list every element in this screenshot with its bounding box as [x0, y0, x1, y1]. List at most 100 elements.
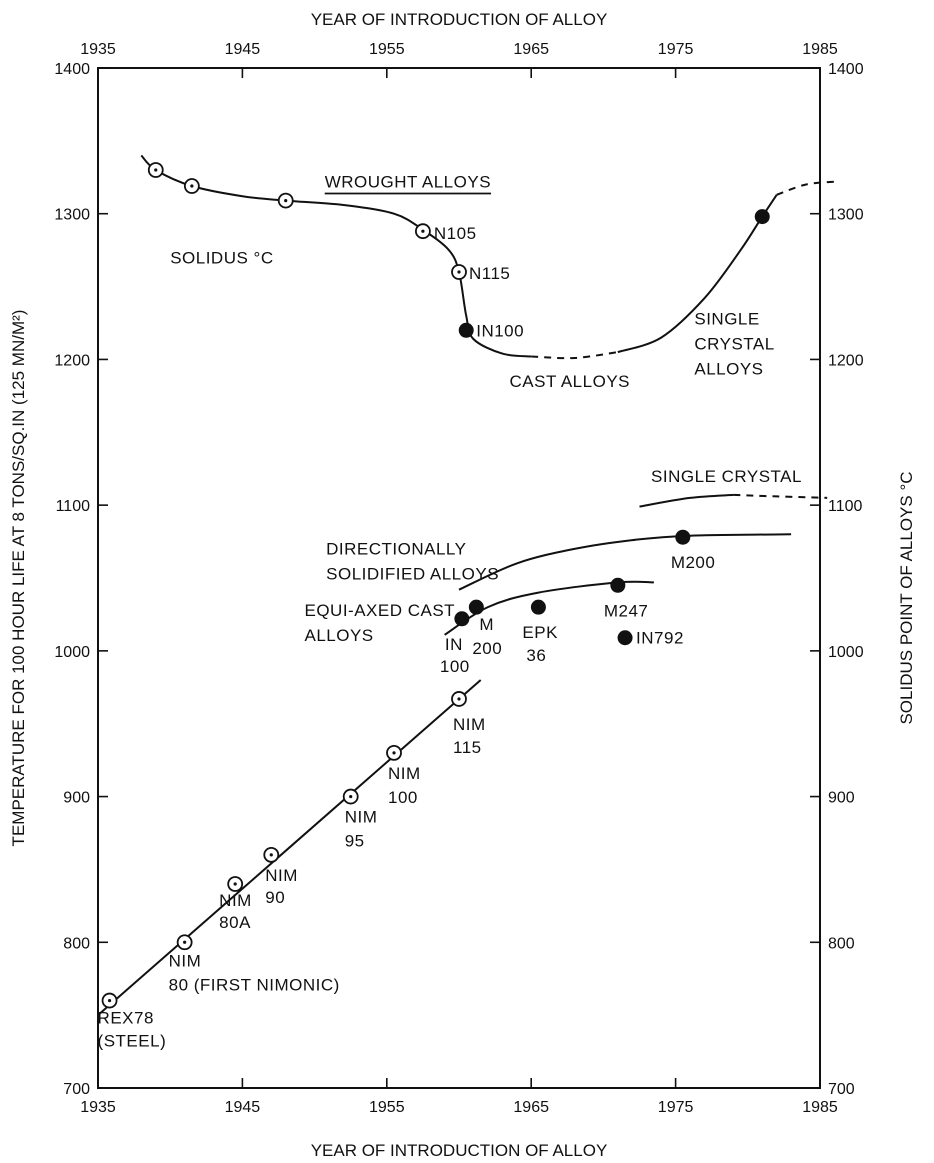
x-tick-label-top: 1985: [802, 41, 838, 58]
y-tick-label-right: 1300: [828, 207, 864, 224]
y-axis-label-right: SOLIDUS POINT OF ALLOYS °C: [897, 471, 916, 724]
point-label: M: [479, 615, 494, 634]
data-point-open-center: [349, 794, 353, 799]
x-tick-label-bottom: 1955: [369, 1099, 405, 1116]
point-label: M200: [671, 553, 716, 572]
data-point-filled: [454, 611, 470, 627]
data-point-filled: [617, 630, 633, 646]
point-label: NIM: [388, 764, 421, 783]
x-tick-label-bottom: 1975: [658, 1099, 694, 1116]
point-label: IN792: [636, 629, 684, 648]
x-tick-label-top: 1965: [513, 41, 549, 58]
annotation-text: WROUGHT ALLOYS: [325, 172, 491, 191]
data-point-filled: [468, 599, 484, 615]
x-tick-label-top: 1935: [80, 41, 116, 58]
annotation-text: ALLOYS: [694, 359, 763, 378]
y-tick-label-right: 800: [828, 935, 855, 952]
curve-cast-dashed: [531, 351, 618, 360]
y-tick-label-left: 1000: [54, 644, 90, 661]
x-axis-label-top: YEAR OF INTRODUCTION OF ALLOY: [311, 10, 608, 29]
data-point-filled: [754, 209, 770, 225]
data-point-open-center: [457, 697, 461, 701]
point-label: NIM: [265, 866, 298, 885]
axis-ticks: 1935 1935 1945 1945 1955 1955 1965 1965 1975 1975…: [54, 41, 863, 1116]
data-point-open-center: [457, 270, 461, 274]
point-label: N105: [434, 224, 477, 243]
point-label: NIM: [169, 951, 202, 970]
data-points: [101, 162, 770, 1009]
curve-cast-rise: [617, 194, 778, 354]
x-tick-label-bottom: 1985: [802, 1099, 838, 1116]
y-tick-label-right: 1400: [828, 61, 864, 78]
y-tick-label-left: 900: [63, 790, 90, 807]
point-label: REX78: [98, 1009, 154, 1028]
point-label: IN: [445, 635, 463, 654]
curve-nim-line: [97, 679, 482, 1016]
annotation-text: SOLIDUS °C: [170, 248, 273, 267]
x-tick-label-top: 1975: [658, 41, 694, 58]
point-label: 95: [345, 832, 365, 851]
x-tick-label-bottom: 1965: [513, 1099, 549, 1116]
point-label: 100: [440, 657, 470, 676]
point-label: 36: [526, 646, 546, 665]
point-label: NIM: [345, 808, 378, 827]
data-point-open-center: [284, 199, 288, 203]
data-point-open-center: [421, 229, 425, 233]
point-label: (STEEL): [98, 1032, 167, 1051]
annotation-text: DIRECTIONALLY: [326, 540, 466, 559]
annotation-text: SINGLE: [694, 309, 759, 328]
point-label: 100: [388, 788, 418, 807]
annotation-text: CAST ALLOYS: [510, 372, 630, 391]
annotation-text: EQUI-AXED CAST: [304, 601, 455, 620]
point-label: M247: [604, 601, 649, 620]
y-tick-label-left: 1100: [56, 498, 91, 515]
data-point-open-center: [190, 184, 194, 188]
data-point-open-center: [233, 882, 237, 886]
y-tick-label-right: 900: [828, 790, 855, 807]
curve-single-crystal: [639, 493, 734, 508]
point-label: 80 (FIRST NIMONIC): [169, 975, 340, 994]
y-tick-label-left: 800: [63, 935, 90, 952]
annotation-text: SOLIDIFIED ALLOYS: [326, 565, 499, 584]
point-label: IN100: [476, 321, 524, 340]
y-tick-label-right: 1000: [828, 644, 864, 661]
point-label: 90: [265, 888, 285, 907]
curve-directional: [458, 533, 792, 591]
point-label: NIM: [219, 891, 252, 910]
point-label: 200: [472, 639, 502, 658]
data-point-open-center: [107, 998, 112, 1003]
point-label: NIM: [453, 715, 486, 734]
data-point-open-center: [154, 168, 158, 172]
y-tick-label-right: 1100: [828, 498, 863, 515]
annotation-text: SINGLE CRYSTAL: [651, 467, 802, 486]
plot-frame: [97, 67, 821, 1089]
x-tick-label-top: 1955: [369, 41, 405, 58]
data-point-open-center: [392, 751, 396, 755]
data-point-filled: [458, 322, 474, 338]
curves: [97, 154, 835, 1016]
y-tick-label-left: 700: [63, 1081, 90, 1098]
x-axis-label-bottom: YEAR OF INTRODUCTION OF ALLOY: [311, 1141, 608, 1160]
y-axis-label-left: TEMPERATURE FOR 100 HOUR LIFE AT 8 TONS/…: [9, 310, 28, 847]
y-tick-label-left: 1200: [54, 352, 90, 369]
data-point-open-center: [183, 940, 187, 944]
point-label: 80A: [219, 913, 251, 932]
data-point-open-center: [269, 853, 273, 857]
y-tick-label-right: 700: [828, 1081, 855, 1098]
point-label: N115: [469, 264, 510, 283]
x-tick-label-top: 1945: [225, 41, 261, 58]
x-tick-label-bottom: 1935: [80, 1099, 116, 1116]
data-point-filled: [530, 599, 546, 615]
curve-equiaxed: [444, 580, 654, 636]
y-tick-label-left: 1300: [54, 207, 90, 224]
point-label: 115: [453, 738, 482, 757]
y-tick-label-left: 1400: [54, 61, 90, 78]
curve-single-crystal-dashed: [733, 493, 828, 499]
point-label: EPK: [522, 623, 558, 642]
curve-single-crystal-top-dashed: [776, 180, 835, 196]
annotation-text: ALLOYS: [304, 626, 373, 645]
data-point-filled: [675, 529, 691, 545]
annotations: WROUGHT ALLOYS SOLIDUS °C CAST ALLOYS SINGL…: [170, 172, 802, 645]
